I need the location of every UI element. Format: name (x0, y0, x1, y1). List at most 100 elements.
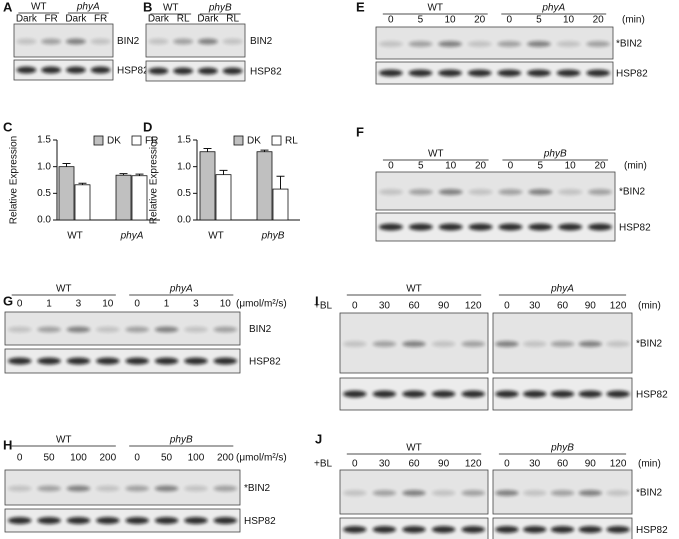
band (402, 490, 426, 496)
lane-label: 200 (99, 453, 116, 464)
band (41, 66, 62, 74)
band (7, 517, 32, 524)
band (606, 341, 630, 347)
band (7, 326, 32, 333)
lane-label: 0 (388, 15, 394, 26)
band (372, 490, 397, 496)
band (495, 341, 519, 347)
lane-label: 10 (445, 161, 457, 172)
band (96, 485, 120, 492)
band (523, 390, 547, 398)
lane-label: 30 (529, 459, 541, 470)
band (173, 67, 194, 75)
band (213, 357, 238, 365)
band (184, 485, 208, 492)
lane-label: FR (94, 14, 107, 25)
band (197, 67, 218, 75)
blot-label: *BIN2 (616, 39, 643, 50)
band (528, 223, 553, 231)
group-label: phyA (550, 284, 574, 295)
y-tick-label: 1.5 (37, 135, 51, 146)
band (431, 341, 456, 347)
legend-swatch (93, 135, 104, 146)
lane-label: 50 (44, 453, 56, 464)
band (154, 357, 179, 365)
panel-label: G (3, 293, 13, 308)
band (402, 341, 426, 347)
lane-label: 90 (585, 301, 597, 312)
lane-label: FR (44, 14, 57, 25)
band (343, 490, 367, 496)
lane-label: 30 (379, 459, 391, 470)
bar (272, 188, 289, 221)
lane-label: 120 (610, 459, 627, 470)
x-tick-label: WT (208, 231, 224, 242)
band (586, 41, 611, 47)
panel-label: I (315, 293, 319, 308)
band (154, 517, 179, 524)
band (467, 69, 492, 77)
lane-label: 1 (46, 299, 52, 310)
band (556, 69, 581, 77)
band (528, 189, 553, 195)
band (96, 326, 120, 333)
band (125, 517, 149, 524)
bar (256, 151, 273, 221)
band (558, 189, 583, 195)
panel-label: B (143, 0, 152, 14)
band (154, 485, 179, 492)
blot (4, 508, 241, 533)
lane-label: 5 (418, 15, 424, 26)
group-label: WT (163, 3, 179, 14)
lane-label: 90 (438, 459, 450, 470)
panel-label: D (143, 119, 152, 134)
lane-label: 10 (102, 299, 114, 310)
group-label: WT (56, 284, 72, 295)
bar (215, 174, 232, 221)
lane-label: Dark (16, 14, 38, 25)
band (37, 357, 61, 365)
unit-label: (μmol/m²/s) (236, 453, 287, 464)
band (461, 341, 485, 347)
band (213, 326, 238, 333)
group-label: phyB (208, 3, 232, 14)
band (438, 41, 462, 47)
band (222, 38, 243, 45)
blot-label: BIN2 (250, 36, 273, 47)
band (606, 526, 630, 533)
band (343, 526, 367, 533)
blot-label: HSP82 (250, 67, 282, 78)
band (125, 357, 149, 365)
lane-label: 0 (507, 15, 513, 26)
legend-swatch (233, 135, 244, 146)
band (148, 38, 169, 45)
error-bar (62, 162, 71, 167)
band (154, 326, 179, 333)
lane-label: 10 (445, 15, 457, 26)
y-tick-label: 0.5 (37, 188, 51, 199)
lane-label: 120 (465, 301, 482, 312)
prefix-label: +BL (314, 301, 333, 312)
band (372, 526, 397, 533)
lane-label: 0 (134, 299, 140, 310)
lane-label: 0 (504, 459, 510, 470)
lane-label: RL (177, 14, 190, 25)
panel-label: J (315, 431, 322, 446)
band (66, 517, 91, 524)
blot-label: HSP82 (249, 357, 281, 368)
band (558, 223, 583, 231)
band (372, 390, 397, 398)
band (125, 326, 149, 333)
band (438, 189, 463, 195)
band (578, 341, 602, 347)
lane-label: 20 (475, 161, 487, 172)
group-label: WT (406, 284, 422, 295)
blot-label: BIN2 (249, 324, 272, 335)
lane-label: 10 (220, 299, 232, 310)
error-bar (135, 173, 144, 176)
band (90, 66, 111, 74)
band (468, 223, 493, 231)
blot-label: BIN2 (117, 36, 140, 47)
band (408, 223, 433, 231)
group-label: WT (31, 2, 47, 13)
